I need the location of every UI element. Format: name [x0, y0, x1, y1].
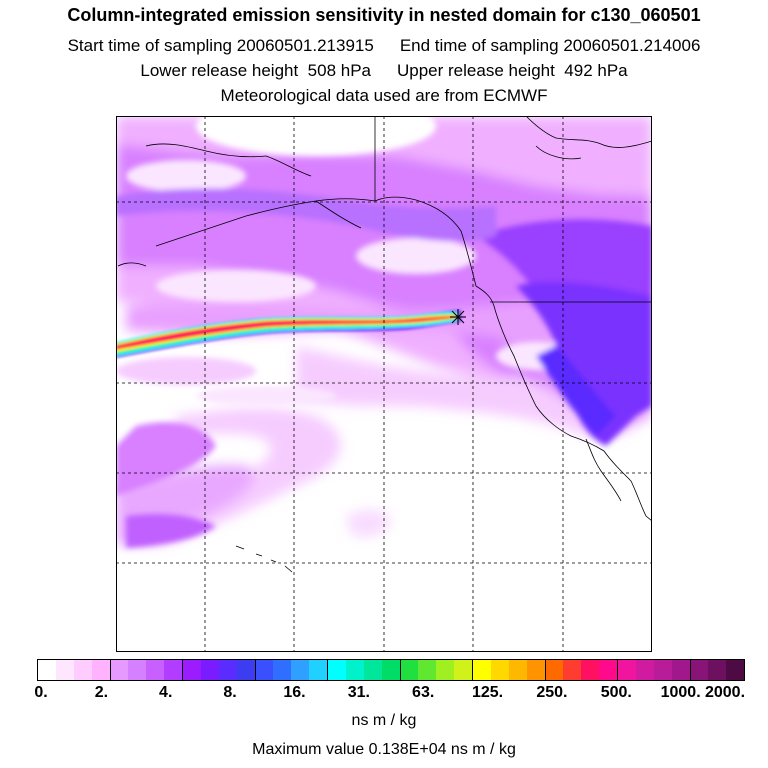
lower-release-label: Lower release height [140, 61, 299, 80]
colorbar-tick-label: 4. [159, 684, 173, 701]
colorbar-cell [146, 660, 165, 680]
map-canvas [116, 116, 652, 652]
colorbar-cell [273, 660, 292, 680]
colorbar [37, 659, 745, 681]
colorbar-cell [617, 660, 636, 680]
colorbar-cell [128, 660, 147, 680]
colorbar-cell [454, 660, 472, 680]
colorbar-tick-label: 125. [471, 684, 504, 701]
map-frame [116, 116, 652, 652]
coastlines [117, 116, 652, 573]
colorbar-cell [563, 660, 582, 680]
end-time-value: 20060501.214006 [563, 36, 701, 55]
colorbar-cell [218, 660, 237, 680]
colorbar-cell [689, 660, 709, 680]
colorbar-cell [726, 660, 745, 680]
plume [116, 310, 461, 358]
map-title: Column-integrated emission sensitivity i… [67, 5, 701, 25]
maximum-value: Maximum value 0.138E+04 ns m / kg [252, 741, 516, 758]
colorbar-tick-label: 1000. [660, 684, 701, 701]
colorbar-tick-label: 16. [283, 684, 306, 701]
lower-release-value: 508 hPa [307, 61, 371, 80]
colorbar-tick-label: 0. [34, 684, 48, 701]
colorbar-cell [526, 660, 545, 680]
colorbar-cell [38, 660, 56, 680]
colorbar-cell [109, 660, 129, 680]
plume-core [116, 317, 458, 349]
end-time-label: End time of sampling [399, 36, 559, 55]
colorbar-cell [309, 660, 327, 680]
colorbar-tick-label: 2. [94, 684, 109, 701]
upper-release-label: Upper release height [397, 61, 555, 80]
colorbar-cell [73, 660, 92, 680]
colorbar-tick-label: 63. [412, 684, 435, 701]
colorbar-cell [254, 660, 274, 680]
colorbar-cell [363, 660, 382, 680]
colorbar-cell [55, 660, 74, 680]
colorbar-cell [653, 660, 672, 680]
colorbar-cell [436, 660, 455, 680]
colorbar-cell [599, 660, 617, 680]
colorbar-cell [635, 660, 654, 680]
colorbar-cell [544, 660, 564, 680]
colorbar-cell [182, 660, 201, 680]
colorbar-tick-label: 500. [600, 684, 632, 701]
colorbar-cell [327, 660, 346, 680]
graticule [116, 116, 652, 652]
colorbar-cell [472, 660, 491, 680]
colorbar-cell [671, 660, 690, 680]
upper-release-value: 492 hPa [564, 61, 628, 80]
colorbar-cell [381, 660, 400, 680]
colorbar-cell [418, 660, 437, 680]
colorbar-cell [490, 660, 509, 680]
colorbar-cell [708, 660, 727, 680]
sampling-times: Start time of sampling 20060501.213915 En… [0, 36, 768, 56]
release-heights: Lower release height 508 hPa Upper releas… [0, 61, 768, 81]
colorbar-units: ns m / kg [351, 712, 417, 729]
colorbar-tick-label: 31. [347, 684, 370, 701]
colorbar-cell [345, 660, 364, 680]
colorbar-tick-label: 250. [536, 684, 568, 701]
start-time-value: 20060501.213915 [236, 36, 374, 55]
start-time-label: Start time of sampling [67, 36, 232, 55]
colorbar-tick-label: 8. [223, 684, 237, 701]
colorbar-cell [200, 660, 219, 680]
meteo-source: Meteorological data used are from ECMWF [220, 86, 548, 105]
colorbar-ticks: 0. 2. 4. 8. 16. 31. 63. 125. 250. 500. 1000. 2000. [0, 684, 768, 704]
sensitivity-map [116, 116, 652, 652]
colorbar-cell [164, 660, 182, 680]
release-point-marker [450, 309, 466, 325]
colorbar-cell [91, 660, 110, 680]
colorbar-tick-label: 2000. [704, 684, 746, 701]
colorbar-cell [291, 660, 310, 680]
colorbar-cell [399, 660, 419, 680]
colorbar-cell [236, 660, 255, 680]
colorbar-cell [581, 660, 600, 680]
colorbar-cell [508, 660, 527, 680]
